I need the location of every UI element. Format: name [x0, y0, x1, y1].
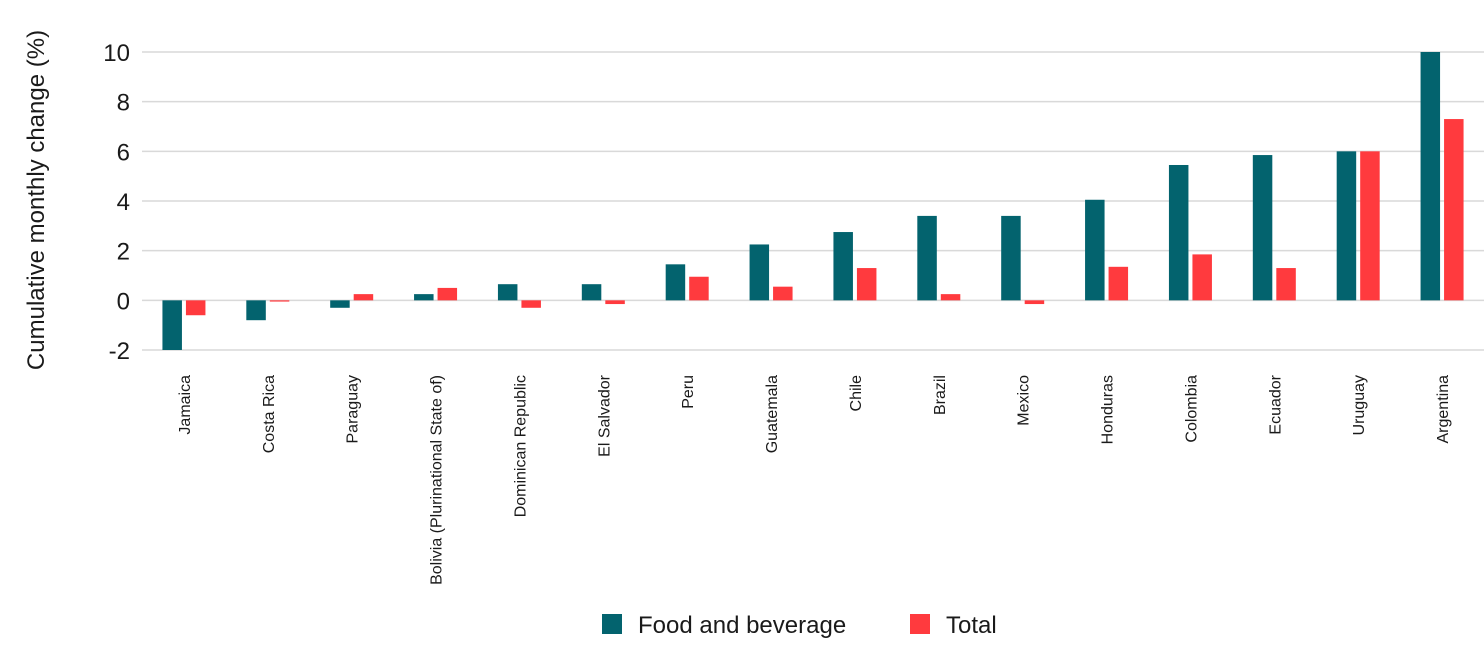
y-tick-label: 0: [117, 288, 130, 315]
bar-food-and-beverage: [1085, 199, 1105, 301]
bar-food-and-beverage: [1336, 151, 1357, 301]
y-tick-label: 8: [117, 90, 130, 117]
y-axis-ticks: -2 0 2 4 6 8 10: [103, 40, 130, 365]
bar-total: [1108, 266, 1129, 301]
y-axis-label: Cumulative monthly change (%): [23, 30, 50, 370]
legend-label: Food and beverage: [638, 612, 846, 639]
bar-total: [1276, 268, 1296, 301]
x-tick-label: Dominican Republic: [512, 375, 529, 517]
bar-food-and-beverage: [414, 294, 434, 301]
bar-food-and-beverage: [162, 300, 182, 350]
y-tick-label: 10: [103, 40, 130, 67]
x-tick-label: Ecuador: [1267, 374, 1284, 434]
bar-food-and-beverage: [1168, 164, 1189, 301]
bar-total: [269, 300, 290, 302]
bar-total: [605, 300, 625, 305]
bar-total: [856, 268, 877, 301]
x-tick-label: Chile: [848, 375, 865, 412]
x-tick-label: Paraguay: [345, 375, 362, 444]
legend-swatch: [602, 614, 622, 634]
x-tick-label: Guatemala: [764, 375, 781, 453]
bar-total: [521, 300, 541, 308]
y-tick-label: 4: [117, 189, 130, 216]
bar-total: [773, 286, 793, 301]
bar-food-and-beverage: [581, 284, 602, 301]
x-tick-label: Argentina: [1435, 375, 1452, 444]
bar-food-and-beverage: [1420, 52, 1441, 301]
legend-label: Total: [946, 612, 997, 639]
x-tick-label: Costa Rica: [261, 375, 278, 453]
bar-food-and-beverage: [246, 300, 266, 321]
bar-total: [1360, 151, 1380, 301]
bar-total: [1192, 254, 1212, 301]
bar-food-and-beverage: [330, 300, 350, 308]
legend: Food and beverage Total: [602, 612, 997, 639]
x-axis-ticks: Jamaica Costa Rica Paraguay Bolivia (Plurin…: [177, 374, 1452, 585]
legend-swatch: [910, 614, 930, 634]
bar-food-and-beverage: [1252, 155, 1273, 301]
bar-food-and-beverage: [497, 284, 518, 301]
bar-total: [185, 300, 206, 316]
y-tick-label: -2: [109, 338, 130, 365]
x-tick-label: Colombia: [1183, 375, 1200, 443]
bars: [162, 52, 1464, 350]
x-tick-label: Honduras: [1100, 375, 1117, 444]
bar-food-and-beverage: [749, 244, 770, 301]
x-tick-label: Jamaica: [177, 375, 194, 435]
x-tick-label: El Salvador: [596, 374, 613, 456]
y-tick-label: 2: [117, 239, 130, 266]
x-tick-label: Uruguay: [1351, 375, 1368, 435]
bar-total: [1024, 300, 1045, 305]
bar-food-and-beverage: [833, 232, 853, 301]
x-tick-label: Brazil: [932, 375, 949, 415]
bar-food-and-beverage: [665, 264, 686, 301]
bar-food-and-beverage: [917, 215, 937, 301]
bar-total: [940, 294, 961, 301]
x-tick-label: Peru: [680, 375, 697, 409]
bar-total: [353, 294, 374, 301]
bar-total: [689, 276, 709, 301]
bar-total: [437, 287, 458, 301]
x-tick-label: Mexico: [1016, 375, 1033, 426]
y-tick-label: 6: [117, 139, 130, 166]
bar-food-and-beverage: [1001, 215, 1021, 301]
bar-total: [1444, 119, 1464, 301]
x-tick-label: Bolivia (Plurinational State of): [429, 375, 446, 585]
